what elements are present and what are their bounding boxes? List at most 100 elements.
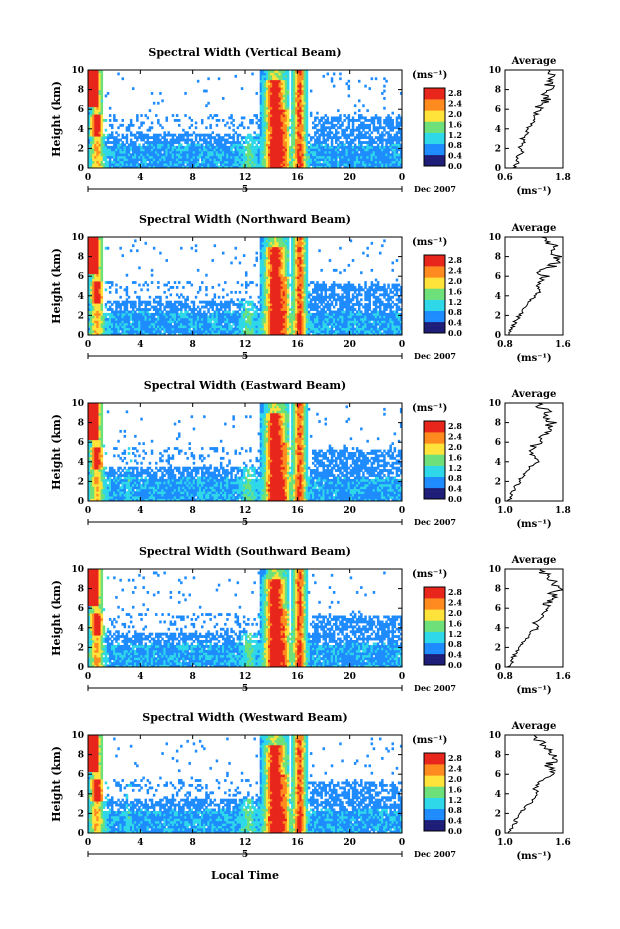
heatmap-cell — [90, 123, 93, 127]
heatmap-cell — [171, 141, 175, 144]
colorbar-swatch — [424, 110, 445, 115]
heatmap-cell — [341, 121, 344, 125]
heatmap-cell — [265, 126, 269, 130]
heatmap-cell — [190, 165, 194, 169]
heatmap-cell — [280, 72, 284, 76]
heatmap-cell — [88, 165, 91, 169]
heatmap-cell — [125, 153, 129, 157]
colorbar-swatch — [424, 158, 445, 163]
heatmap-cell — [270, 94, 273, 98]
heatmap-cell — [90, 111, 93, 115]
heatmap-cell — [276, 72, 279, 76]
heatmap-cell — [242, 165, 246, 169]
heatmap-cell — [215, 143, 219, 147]
heatmap-cell — [175, 158, 179, 162]
heatmap-cell — [98, 99, 101, 103]
heatmap-cell — [205, 141, 208, 144]
heatmap-cell — [108, 160, 112, 164]
heatmap-cell — [217, 158, 221, 162]
heatmap-cell — [111, 126, 114, 130]
heatmap-cell — [173, 145, 177, 149]
heatmap-cell — [155, 148, 158, 152]
heatmap-cell — [211, 158, 214, 162]
heatmap-cell — [222, 145, 225, 149]
heatmap-cell — [186, 133, 189, 137]
heatmap-cell — [291, 82, 294, 86]
heatmap-cell — [291, 145, 294, 149]
heatmap-cell — [276, 106, 279, 110]
heatmap-cell — [90, 72, 93, 76]
heatmap-cell — [192, 300, 196, 304]
heatmap-cell — [265, 138, 269, 142]
heatmap-cell — [299, 104, 302, 108]
heatmap-cell — [263, 143, 267, 147]
heatmap-cell — [301, 79, 304, 83]
heatmap-cell — [90, 109, 93, 113]
heatmap-cell — [270, 97, 273, 100]
heatmap-cell — [295, 92, 298, 95]
heatmap-cell — [188, 143, 191, 147]
heatmap-cell — [138, 150, 141, 154]
heatmap-cell — [88, 141, 91, 144]
heatmap-cell — [129, 160, 133, 164]
heatmap-cell — [278, 84, 281, 88]
heatmap-cell — [282, 97, 286, 100]
heatmap-cell — [150, 126, 154, 130]
date-label: Dec 2007 — [414, 184, 456, 194]
heatmap-cell — [299, 89, 302, 93]
heatmap-cell — [142, 160, 145, 164]
heatmap-cell — [123, 136, 127, 140]
heatmap-cell — [276, 128, 279, 132]
heatmap-cell — [98, 136, 101, 140]
heatmap-cell — [184, 133, 187, 137]
heatmap-cell — [226, 121, 229, 125]
heatmap-cell — [207, 141, 210, 144]
heatmap-cell — [100, 92, 104, 95]
heatmap-cell — [190, 123, 194, 127]
heatmap-cell — [180, 160, 183, 164]
heatmap-cell — [280, 119, 284, 122]
heatmap-cell — [270, 143, 273, 147]
heatmap-cell — [196, 145, 200, 149]
heatmap-cell — [286, 138, 290, 142]
heatmap-cell — [259, 77, 263, 81]
heatmap-cell — [295, 121, 298, 125]
heatmap-cell — [217, 143, 221, 147]
y-tick-label: 6 — [78, 105, 84, 115]
heatmap-cell — [238, 148, 242, 152]
heatmap-cell — [190, 150, 194, 154]
heatmap-cell — [96, 94, 99, 98]
heatmap-cell — [188, 155, 191, 159]
heatmap-cell — [155, 143, 158, 147]
heatmap-cell — [115, 160, 118, 164]
heatmap-cell — [270, 82, 273, 86]
heatmap-cell — [169, 141, 173, 144]
heatmap-cell — [301, 131, 304, 135]
heatmap-cell — [245, 145, 248, 149]
heatmap-cell — [115, 153, 118, 157]
heatmap-cell — [136, 153, 139, 157]
heatmap-cell — [249, 121, 252, 125]
heatmap-cell — [291, 101, 294, 105]
heatmap-cell — [115, 143, 118, 147]
heatmap-cell — [129, 138, 133, 142]
heatmap-cell — [140, 153, 143, 157]
heatmap-cell — [228, 160, 231, 164]
heatmap-cell — [100, 82, 104, 86]
heatmap-cell — [289, 153, 292, 157]
heatmap-cell — [98, 165, 101, 169]
heatmap-cell — [297, 123, 300, 127]
heatmap-cell — [261, 99, 265, 103]
heatmap-cell — [299, 116, 302, 120]
heatmap-cell — [194, 133, 198, 137]
heatmap-cell — [171, 138, 175, 142]
heatmap-cell — [138, 305, 141, 309]
heatmap-cell — [207, 143, 210, 147]
heatmap-cell — [96, 116, 99, 120]
heatmap-cell — [263, 148, 267, 152]
heatmap-cell — [215, 160, 219, 164]
heatmap-cell — [104, 153, 108, 157]
heatmap-cell — [207, 133, 210, 137]
heatmap-cell — [198, 308, 202, 311]
heatmap-cell — [123, 145, 127, 149]
